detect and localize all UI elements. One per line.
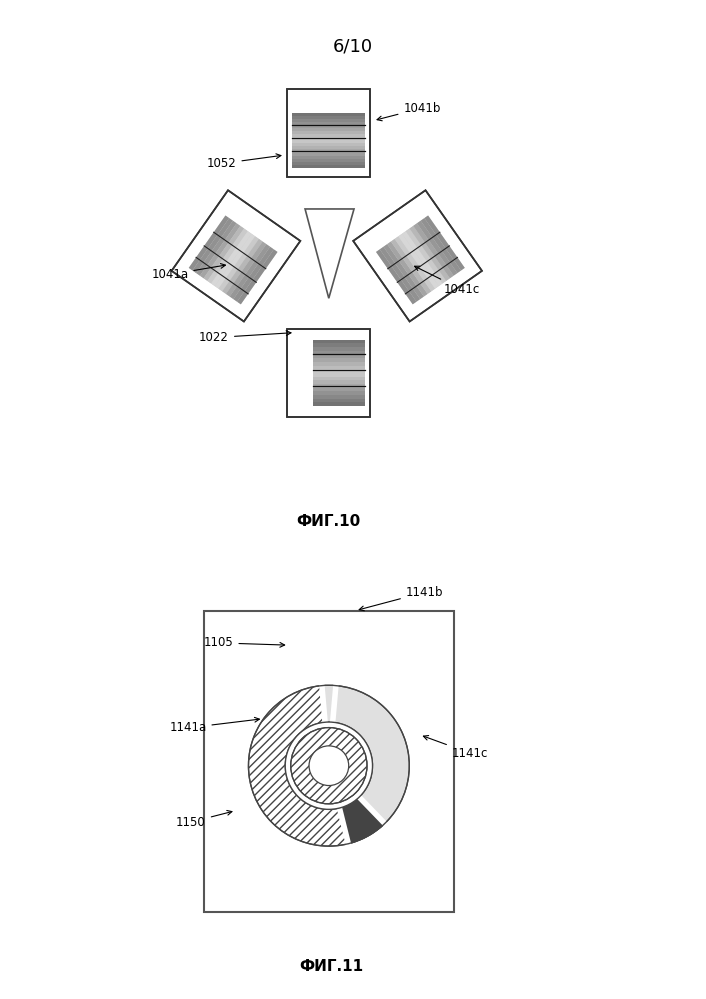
Polygon shape	[292, 147, 366, 150]
Circle shape	[291, 727, 367, 804]
Polygon shape	[292, 134, 366, 137]
Polygon shape	[313, 384, 364, 388]
Text: 1141b: 1141b	[359, 585, 443, 610]
Polygon shape	[292, 119, 366, 122]
Polygon shape	[313, 348, 364, 351]
Polygon shape	[292, 131, 366, 134]
Polygon shape	[196, 221, 237, 276]
Polygon shape	[424, 216, 465, 271]
Polygon shape	[200, 224, 240, 279]
Wedge shape	[322, 685, 409, 843]
Polygon shape	[313, 395, 364, 399]
Polygon shape	[313, 381, 364, 384]
Polygon shape	[287, 329, 371, 417]
Polygon shape	[292, 140, 366, 144]
Text: 1141c: 1141c	[424, 735, 488, 759]
Polygon shape	[292, 153, 366, 156]
Polygon shape	[313, 362, 364, 366]
Polygon shape	[189, 216, 277, 305]
Polygon shape	[313, 399, 364, 403]
Text: 1141a: 1141a	[169, 717, 259, 734]
Polygon shape	[313, 392, 364, 395]
Text: 1041a: 1041a	[151, 264, 225, 281]
Polygon shape	[211, 231, 251, 286]
Polygon shape	[292, 113, 366, 168]
Wedge shape	[249, 685, 349, 846]
Polygon shape	[395, 237, 435, 292]
Polygon shape	[383, 244, 424, 299]
Text: 1052: 1052	[207, 154, 281, 170]
Polygon shape	[313, 377, 364, 381]
Polygon shape	[292, 159, 366, 162]
Text: 1105: 1105	[203, 636, 285, 649]
Text: 6/10: 6/10	[333, 38, 373, 56]
Circle shape	[309, 746, 349, 785]
Polygon shape	[287, 89, 371, 178]
Polygon shape	[193, 218, 233, 273]
Polygon shape	[172, 190, 300, 322]
Polygon shape	[313, 340, 364, 406]
Polygon shape	[292, 122, 366, 125]
Polygon shape	[292, 162, 366, 165]
Wedge shape	[340, 797, 385, 844]
Polygon shape	[421, 218, 461, 273]
Polygon shape	[313, 344, 364, 348]
Polygon shape	[222, 239, 263, 294]
Polygon shape	[313, 351, 364, 355]
Polygon shape	[313, 366, 364, 370]
Polygon shape	[237, 250, 277, 305]
Polygon shape	[380, 247, 420, 302]
Polygon shape	[376, 216, 465, 305]
Polygon shape	[313, 370, 364, 373]
Polygon shape	[402, 231, 443, 286]
Polygon shape	[215, 234, 255, 289]
Polygon shape	[292, 116, 366, 119]
Polygon shape	[413, 224, 454, 279]
Polygon shape	[391, 239, 431, 294]
Text: 1150: 1150	[176, 810, 232, 828]
Polygon shape	[409, 226, 450, 281]
Text: ФИГ.10: ФИГ.10	[297, 514, 361, 529]
Polygon shape	[292, 144, 366, 147]
Polygon shape	[208, 229, 248, 284]
Polygon shape	[313, 355, 364, 359]
Polygon shape	[313, 359, 364, 362]
Text: ФИГ.11: ФИГ.11	[299, 959, 363, 974]
Polygon shape	[292, 113, 366, 116]
Text: 1022: 1022	[199, 331, 291, 344]
Polygon shape	[292, 150, 366, 153]
Polygon shape	[234, 247, 274, 302]
Polygon shape	[292, 156, 366, 159]
Bar	[203, 610, 454, 912]
Polygon shape	[387, 242, 428, 297]
Polygon shape	[292, 165, 366, 168]
Text: 1041b: 1041b	[377, 102, 441, 121]
Polygon shape	[292, 125, 366, 128]
Polygon shape	[313, 340, 364, 344]
Polygon shape	[353, 190, 482, 322]
Polygon shape	[313, 403, 364, 406]
Polygon shape	[226, 242, 266, 297]
Polygon shape	[189, 216, 229, 271]
Wedge shape	[285, 722, 373, 809]
Polygon shape	[376, 250, 417, 305]
Polygon shape	[398, 234, 438, 289]
Polygon shape	[219, 237, 259, 292]
Polygon shape	[406, 229, 446, 284]
Polygon shape	[313, 373, 364, 377]
Polygon shape	[203, 226, 244, 281]
Polygon shape	[292, 137, 366, 140]
Text: 1041c: 1041c	[414, 266, 480, 296]
Polygon shape	[292, 128, 366, 131]
Polygon shape	[417, 221, 457, 276]
Polygon shape	[313, 388, 364, 392]
Polygon shape	[229, 244, 270, 299]
